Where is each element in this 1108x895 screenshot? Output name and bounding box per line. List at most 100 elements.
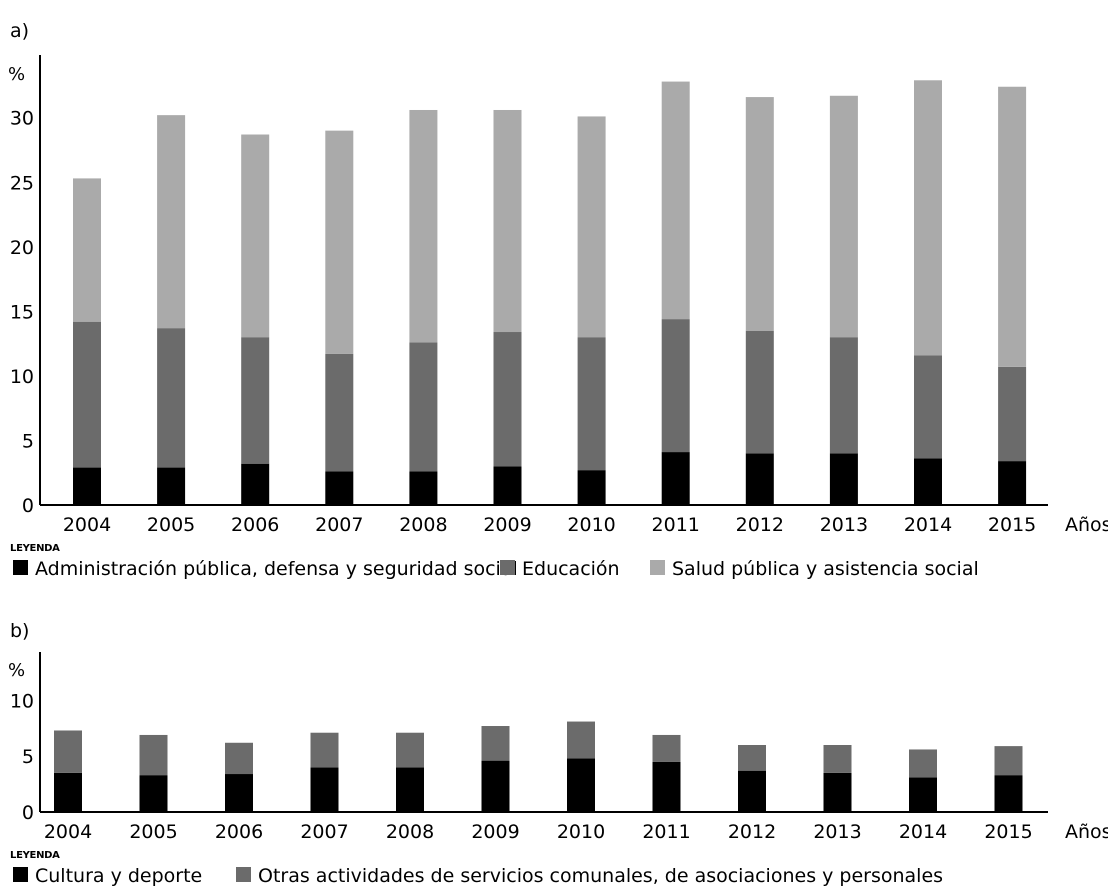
x-tick-label: 2008 [386, 821, 434, 843]
bar-segment [829, 95, 858, 338]
bar-segment [998, 86, 1027, 367]
bar-segment [994, 775, 1023, 812]
y-tick-label: 0 [22, 802, 34, 824]
bar-segment [73, 321, 101, 468]
y-tick-label: 10 [10, 366, 34, 388]
bar-segment [409, 342, 438, 472]
bar-segment [652, 761, 681, 812]
x-tick-label: 2012 [728, 821, 776, 843]
bar-segment [652, 734, 681, 762]
bar-segment [829, 337, 858, 454]
y-tick-label: 5 [22, 430, 34, 452]
x-tick-label: 2006 [231, 514, 279, 536]
bar-segment [914, 458, 942, 505]
x-tick-label: 2004 [44, 821, 92, 843]
bar-segment [661, 319, 690, 453]
bar-segment [481, 726, 510, 761]
x-tick-label: 2009 [483, 514, 531, 536]
bar-segment [998, 461, 1027, 505]
x-tick-label: 2014 [899, 821, 947, 843]
x-tick-label: 2010 [557, 821, 605, 843]
x-tick-label: 2007 [315, 514, 363, 536]
legend-swatch [650, 560, 665, 575]
bar-segment [577, 116, 606, 338]
bar-segment [241, 134, 270, 338]
y-tick-label: 0 [22, 495, 34, 517]
bar-segment [54, 772, 82, 812]
bar-segment [225, 774, 253, 812]
chart-b: b) % 0 5 10 2004 2005 2006 2007 2008 2009 2010 20… [8, 620, 1108, 887]
legend-entry: Salud pública y asistencia social [672, 558, 979, 580]
bar-segment [661, 452, 690, 505]
bar-segment [139, 734, 168, 776]
y-tick-label: 5 [22, 746, 34, 768]
x-tick-label: 2009 [471, 821, 519, 843]
legend-swatch [13, 867, 28, 882]
bar-segment [310, 732, 339, 768]
bar-segment [325, 130, 354, 354]
bar-segment [409, 109, 438, 343]
legend-swatch [500, 560, 515, 575]
x-tick-label: 2005 [147, 514, 195, 536]
bar-segment [157, 467, 186, 505]
bar-segment [396, 767, 424, 812]
bar-segment [241, 337, 270, 464]
bar-segment [225, 742, 253, 775]
legend-b: Cultura y deporte Otras actividades de se… [13, 865, 943, 887]
x-tick-label: 2015 [984, 821, 1032, 843]
bar-segment [661, 81, 690, 320]
legend-swatch [13, 560, 28, 575]
chart-a: a) % 0 5 10 15 20 25 30 2004 2005 2006 2007 2008 20… [8, 20, 1108, 580]
bar-segment [577, 470, 606, 505]
x-tick-label: 2008 [399, 514, 447, 536]
x-tick-label: 2004 [63, 514, 111, 536]
x-tick-label: 2006 [215, 821, 263, 843]
bar-segment [325, 471, 354, 505]
bar-segment [157, 328, 186, 468]
legend-entry: Otras actividades de servicios comunales… [258, 865, 943, 887]
bar-segment [567, 758, 595, 812]
bar-segment [139, 775, 168, 812]
bar-segment [745, 453, 774, 505]
legend-entry: Administración pública, defensa y seguri… [35, 558, 518, 580]
bar-segment [481, 760, 510, 812]
bar-segment [909, 749, 937, 778]
bar-segment [310, 767, 339, 812]
x-tick-label: 2011 [642, 821, 690, 843]
bar-segment [823, 745, 852, 773]
legend-title-b: LEYENDA [10, 850, 60, 861]
bar-segment [823, 772, 852, 812]
legend-title-a: LEYENDA [10, 543, 60, 554]
bar-segment [54, 730, 82, 773]
y-unit-a: % [8, 64, 25, 85]
x-tick-label: 2013 [820, 514, 868, 536]
x-tick-label: 2012 [736, 514, 784, 536]
bar-segment [409, 471, 438, 505]
x-tick-label: 2014 [904, 514, 952, 536]
bar-segment [241, 463, 270, 505]
bar-segment [998, 366, 1027, 462]
bar-segment [493, 332, 522, 467]
legend-swatch [236, 867, 251, 882]
x-tick-label: 2007 [300, 821, 348, 843]
bar-segment [493, 466, 522, 505]
bar-segment [577, 337, 606, 471]
x-tick-label: 2013 [813, 821, 861, 843]
legend-entry: Cultura y deporte [35, 865, 202, 887]
x-tick-label: 2011 [652, 514, 700, 536]
y-tick-label: 10 [10, 690, 34, 712]
bar-segment [909, 777, 937, 812]
bar-segment [325, 353, 354, 472]
x-tick-label: 2005 [129, 821, 177, 843]
y-tick-label: 25 [10, 172, 34, 194]
bar-segment [738, 745, 766, 771]
bar-segment [829, 453, 858, 505]
y-tick-label: 30 [10, 108, 34, 130]
bar-segment [567, 721, 595, 759]
x-axis-label-a: Años [1065, 514, 1108, 536]
bar-segment [914, 80, 942, 356]
legend-entry: Educación [522, 558, 620, 580]
bar-segment [73, 178, 101, 322]
y-unit-b: % [8, 660, 25, 681]
